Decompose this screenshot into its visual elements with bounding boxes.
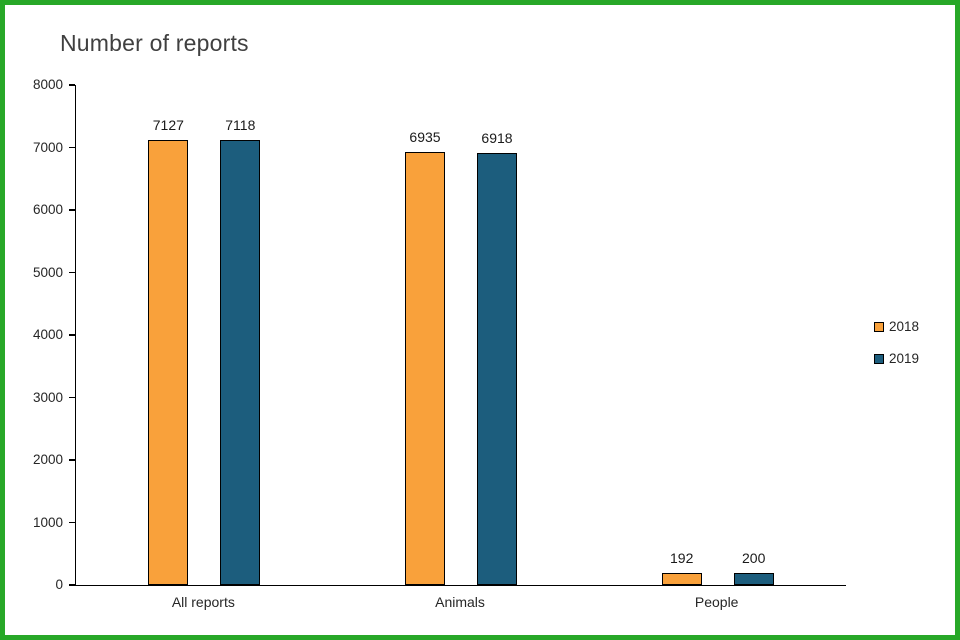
legend-item-2019: 2019 xyxy=(874,351,919,366)
legend-label: 2018 xyxy=(889,319,920,334)
y-axis-tick-label: 2000 xyxy=(32,452,63,467)
y-axis-tick-mark xyxy=(69,209,75,211)
y-axis-tick-label: 3000 xyxy=(32,389,63,405)
legend-swatch-icon xyxy=(874,353,884,364)
bar-value-label: 192 xyxy=(669,550,694,566)
chart-title: Number of reports xyxy=(60,30,249,56)
legend-label: 2019 xyxy=(889,351,920,366)
y-axis-tick-label: 4000 xyxy=(32,327,63,342)
x-axis-category-label: People xyxy=(694,594,739,610)
y-axis-tick-label: 0 xyxy=(55,577,63,592)
y-axis-tick-label: 6000 xyxy=(32,202,63,217)
y-axis-tick-mark xyxy=(69,459,75,461)
bar-value-label: 6935 xyxy=(409,128,441,145)
bar-group-animals: 6935 6918 xyxy=(333,85,590,585)
legend: 2018 2019 xyxy=(874,319,919,383)
x-axis-category-label: Animals xyxy=(435,594,485,610)
y-axis-tick-mark xyxy=(69,334,75,336)
bar-groups: 7127 7118 6935 6918 192 200 xyxy=(76,85,846,585)
bar-value-label: 200 xyxy=(741,549,766,566)
y-axis-tick-mark xyxy=(69,146,75,149)
legend-item-2018: 2018 xyxy=(874,319,919,334)
bar-value-label: 7118 xyxy=(225,117,256,134)
y-axis-tick-mark xyxy=(69,84,75,86)
plot-area: 7127 7118 6935 6918 192 200 xyxy=(75,85,846,586)
bar-value-label: 7127 xyxy=(152,116,184,133)
y-axis-tick-mark xyxy=(69,584,75,586)
bar-2019-all-reports: 7118 xyxy=(220,117,261,585)
bar-2018-people: 192 xyxy=(661,550,702,585)
bar-2019-people: 200 xyxy=(733,550,774,585)
legend-swatch-icon xyxy=(874,321,884,332)
y-axis-tick-mark xyxy=(69,271,75,274)
bar-2018-all-reports: 7127 xyxy=(148,117,189,585)
x-axis-labels: All reports Animals People xyxy=(75,594,845,610)
y-axis-tick-label: 7000 xyxy=(32,139,63,155)
y-axis-tick-mark xyxy=(69,396,75,399)
x-axis-category-label: All reports xyxy=(171,594,235,610)
bar-value-label: 6918 xyxy=(481,129,513,146)
y-axis-tick-label: 5000 xyxy=(32,264,63,280)
bar-group-all-reports: 7127 7118 xyxy=(76,85,333,585)
bar-group-people: 192 200 xyxy=(589,85,846,585)
bar-2019-animals: 6918 xyxy=(477,130,517,585)
y-axis-tick-label: 1000 xyxy=(32,514,63,530)
bar-2018-animals: 6935 xyxy=(405,129,445,585)
y-axis-tick-label: 8000 xyxy=(32,77,63,92)
y-axis-tick-mark xyxy=(69,521,75,524)
